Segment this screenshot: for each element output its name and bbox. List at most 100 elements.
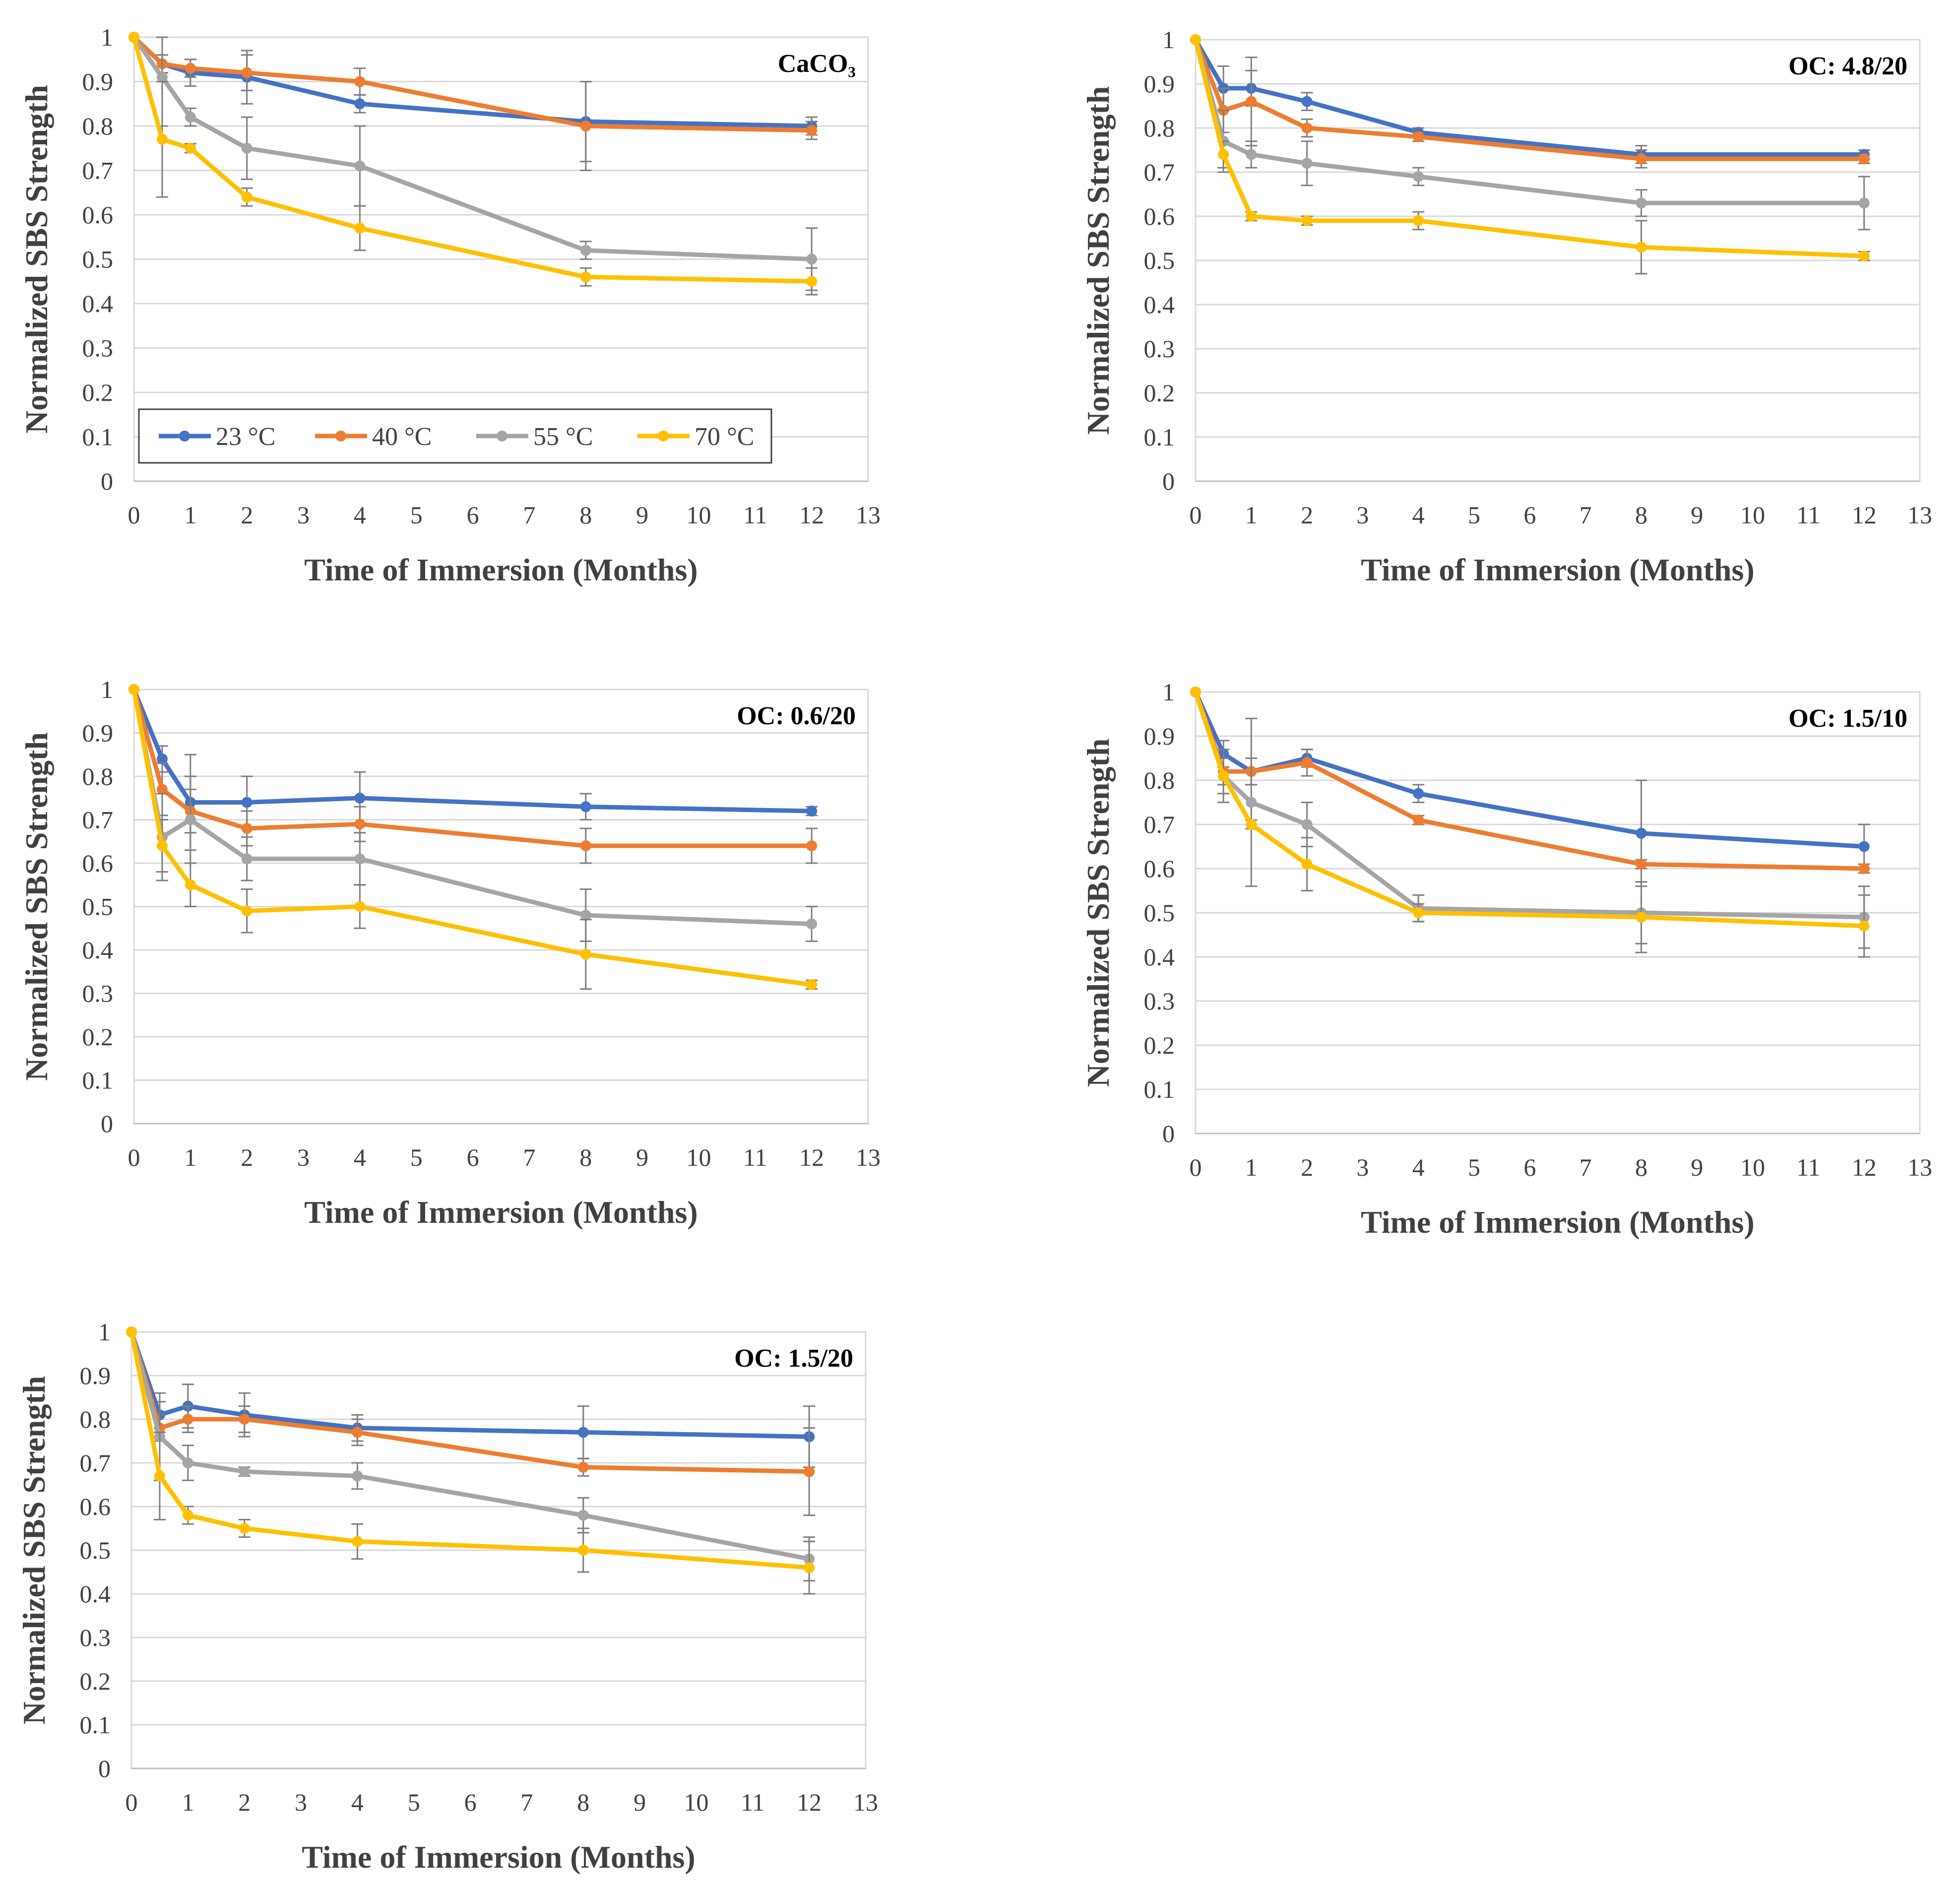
data-point <box>185 63 196 74</box>
y-tick-label: 1 <box>101 676 113 703</box>
data-point <box>1858 197 1870 209</box>
y-tick-label: 0.1 <box>82 1067 114 1094</box>
data-point <box>185 142 196 154</box>
data-point <box>806 918 818 930</box>
data-point <box>239 1523 250 1534</box>
x-tick-label: 9 <box>633 1788 646 1816</box>
y-tick-label: 0.3 <box>1144 335 1175 363</box>
data-point <box>354 901 366 912</box>
x-tick-label: 7 <box>523 1143 535 1171</box>
data-point <box>1301 158 1313 169</box>
data-point <box>156 133 168 145</box>
data-point <box>804 1466 815 1477</box>
data-point <box>156 71 168 83</box>
data-point <box>1218 770 1229 782</box>
y-tick-label: 0.6 <box>82 849 114 877</box>
data-point <box>1413 215 1424 226</box>
y-tick-label: 1 <box>1162 678 1175 706</box>
data-point <box>354 160 366 172</box>
data-point <box>1190 34 1201 45</box>
y-tick-label: 0 <box>101 1110 113 1137</box>
x-tick-label: 9 <box>636 1143 648 1171</box>
data-point <box>580 271 591 283</box>
data-point <box>806 840 818 851</box>
x-tick-label: 7 <box>1580 1153 1592 1181</box>
panel-title: OC: 1.5/10 <box>1788 704 1907 733</box>
data-point <box>577 1427 589 1438</box>
data-point <box>354 792 366 804</box>
data-point <box>1301 819 1313 830</box>
data-point <box>580 245 591 256</box>
data-point <box>1413 907 1424 918</box>
y-tick-label: 0.2 <box>1144 1031 1175 1059</box>
data-point <box>352 1536 363 1547</box>
x-tick-label: 6 <box>1523 501 1536 529</box>
data-point <box>1636 153 1647 165</box>
x-tick-label: 8 <box>1635 1153 1647 1181</box>
x-tick-label: 6 <box>467 1143 479 1171</box>
x-tick-label: 13 <box>1907 501 1932 529</box>
data-point <box>126 1326 137 1337</box>
data-point <box>354 76 366 87</box>
data-point <box>804 1562 815 1574</box>
y-tick-label: 0.8 <box>82 762 114 790</box>
x-tick-label: 12 <box>1852 1153 1877 1181</box>
y-tick-label: 0.7 <box>82 806 114 834</box>
data-point <box>354 853 366 865</box>
y-tick-label: 0.2 <box>80 1667 111 1695</box>
y-tick-label: 0.6 <box>80 1493 111 1520</box>
x-tick-label: 5 <box>1468 1153 1480 1181</box>
x-tick-label: 0 <box>1190 1153 1202 1181</box>
y-tick-label: 0 <box>1162 1120 1175 1147</box>
data-point <box>1190 687 1201 697</box>
x-tick-label: 8 <box>1635 501 1647 529</box>
y-tick-label: 0 <box>98 1755 111 1782</box>
data-point <box>1636 197 1647 209</box>
x-tick-label: 0 <box>1190 501 1202 529</box>
y-tick-label: 0.3 <box>1144 987 1175 1015</box>
data-point <box>580 121 591 131</box>
data-point <box>577 1545 589 1556</box>
x-tick-label: 1 <box>184 501 196 529</box>
data-point <box>1246 211 1257 222</box>
data-point <box>580 840 591 851</box>
x-tick-label: 10 <box>1740 501 1765 529</box>
data-point <box>239 1414 250 1425</box>
data-point <box>185 879 196 890</box>
data-point <box>354 819 366 830</box>
data-point <box>352 1427 363 1438</box>
data-point <box>156 754 168 764</box>
x-tick-label: 6 <box>1523 1153 1536 1181</box>
x-tick-label: 11 <box>741 1788 764 1816</box>
x-tick-label: 7 <box>520 1788 533 1816</box>
y-tick-label: 0.9 <box>82 719 114 747</box>
x-tick-label: 0 <box>128 501 140 529</box>
legend-label: 23 °C <box>216 423 275 451</box>
x-tick-label: 9 <box>636 501 648 529</box>
y-tick-label: 0.6 <box>1144 202 1175 230</box>
x-tick-label: 6 <box>464 1788 477 1816</box>
series-70c <box>128 684 818 990</box>
chart-oc-0-6-20: 00.10.20.30.40.50.60.70.80.910 1 2 3 4 5 6 7 8 9 1… <box>19 676 881 1230</box>
x-tick-label: 12 <box>797 1788 822 1816</box>
x-tick-label: 2 <box>238 1788 251 1816</box>
data-point <box>241 67 253 78</box>
data-point <box>128 684 139 695</box>
legend: 23 °C 40 °C 55 °C 70 °C <box>138 408 772 464</box>
data-point <box>1246 797 1257 808</box>
y-tick-label: 1 <box>98 1318 111 1346</box>
series-55c <box>128 32 818 291</box>
y-tick-label: 0.7 <box>1144 811 1175 838</box>
y-tick-label: 0.5 <box>80 1536 111 1564</box>
chart-panel-oc-0-6-20: 0 0.1 0.2 0.3 0.4 0.5 0.6 0.7 0.8 0.9 1 0 1 2 3 4 5 6 7 8 9 1… <box>0 640 967 1285</box>
data-point <box>156 840 168 851</box>
data-point <box>241 142 253 154</box>
x-tick-label: 1 <box>184 1143 196 1171</box>
data-point <box>1858 841 1870 852</box>
y-tick-label: 0.5 <box>82 246 114 273</box>
x-tick-label: 1 <box>1245 1153 1258 1181</box>
x-tick-label: 3 <box>297 501 310 529</box>
data-point <box>1858 863 1870 874</box>
y-tick-label: 0.8 <box>80 1405 111 1433</box>
data-point <box>185 814 196 825</box>
